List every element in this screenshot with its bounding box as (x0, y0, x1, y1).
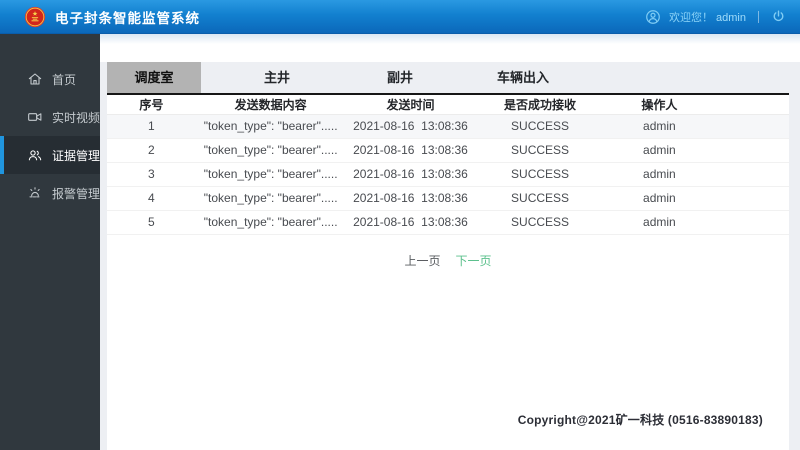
cell-time: 2021-08-16 13:08:36 (345, 162, 476, 187)
sidebar-item-home[interactable]: 首页 (0, 60, 100, 98)
col-header-received: 是否成功接收 (475, 93, 605, 115)
tab-bar: 调度室 主井 副井 车辆出入 (100, 62, 800, 93)
col-header-index: 序号 (107, 93, 196, 115)
cell-received: SUCCESS (475, 186, 605, 211)
pagination: 上一页 下一页 (107, 252, 789, 269)
copyright-notice: Copyright@2021矿一科技 (0516-83890183) (517, 413, 763, 427)
sidebar-item-evidence[interactable]: 证据管理 (0, 136, 100, 174)
evidence-table: 序号 发送数据内容 发送时间 是否成功接收 操作人 1 "token_type"… (107, 93, 789, 235)
cell-index: 1 (107, 114, 196, 139)
tab-auxiliary-shaft[interactable]: 副井 (386, 70, 413, 85)
table-row: 5 "token_type": "bearer"..... 2021-08-16… (107, 210, 789, 235)
content-top-spacer (100, 34, 800, 62)
users-icon (28, 150, 42, 161)
sidebar: 首页 实时视频 证据管理 (0, 34, 100, 450)
video-camera-icon (28, 113, 42, 121)
sidebar-item-live-video[interactable]: 实时视频 (0, 98, 100, 136)
logout-power-button[interactable] (771, 9, 786, 24)
next-page-link[interactable]: 下一页 (455, 253, 492, 268)
table-header-row: 序号 发送数据内容 发送时间 是否成功接收 操作人 (107, 93, 789, 115)
welcome-message: 欢迎您！ admin (668, 11, 746, 24)
cell-operator: admin (604, 114, 714, 139)
cell-index: 2 (107, 138, 196, 163)
table-row: 4 "token_type": "bearer"..... 2021-08-16… (107, 186, 789, 211)
cell-content: "token_type": "bearer"..... (195, 138, 346, 163)
username-label: admin (716, 11, 746, 24)
cell-operator: admin (604, 162, 714, 187)
cell-received: SUCCESS (475, 114, 605, 139)
cell-received: SUCCESS (475, 162, 605, 187)
national-emblem-logo (24, 6, 46, 27)
cell-content: "token_type": "bearer"..... (195, 114, 346, 139)
cell-operator: admin (604, 138, 714, 163)
cell-index: 3 (107, 162, 196, 187)
sidebar-item-label: 实时视频 (52, 110, 101, 125)
left-gutter (100, 93, 107, 450)
sidebar-item-alarm[interactable]: 报警管理 (0, 174, 100, 212)
main-content: 调度室 主井 副井 车辆出入 序号 发送数据内容 发送时间 (100, 34, 800, 450)
power-icon (773, 10, 784, 22)
cell-index: 4 (107, 186, 196, 211)
sidebar-item-label: 报警管理 (52, 186, 101, 201)
cell-index: 5 (107, 210, 196, 235)
col-header-time: 发送时间 (345, 93, 476, 115)
header-divider (758, 10, 759, 23)
sidebar-item-label: 首页 (52, 72, 77, 87)
user-avatar-icon (646, 9, 660, 24)
tab-main-shaft[interactable]: 主井 (263, 70, 290, 85)
col-header-filler (713, 93, 789, 115)
table-row: 1 "token_type": "bearer"..... 2021-08-16… (107, 114, 789, 139)
cell-received: SUCCESS (475, 210, 605, 235)
tab-dispatch-room[interactable]: 调度室 (107, 62, 201, 93)
home-icon (28, 73, 42, 85)
table-row: 2 "token_type": "bearer"..... 2021-08-16… (107, 138, 789, 163)
cell-content: "token_type": "bearer"..... (195, 210, 346, 235)
table-row: 3 "token_type": "bearer"..... 2021-08-16… (107, 162, 789, 187)
cell-time: 2021-08-16 13:08:36 (345, 210, 476, 235)
col-header-operator: 操作人 (604, 93, 714, 115)
cell-operator: admin (604, 186, 714, 211)
cell-received: SUCCESS (475, 138, 605, 163)
cell-time: 2021-08-16 13:08:36 (345, 186, 476, 211)
cell-content: "token_type": "bearer"..... (195, 162, 346, 187)
col-header-content: 发送数据内容 (195, 93, 346, 115)
cell-operator: admin (604, 210, 714, 235)
tab-vehicle-access[interactable]: 车辆出入 (496, 70, 549, 85)
top-bar: 电子封条智能监管系统 欢迎您！ admin (0, 0, 800, 34)
right-gutter (789, 93, 800, 450)
alarm-icon (29, 187, 41, 198)
page-title: 电子封条智能监管系统 (55, 10, 200, 26)
brand: 电子封条智能监管系统 (24, 6, 200, 28)
user-area: 欢迎您！ admin (645, 9, 786, 25)
cell-time: 2021-08-16 13:08:36 (345, 114, 476, 139)
prev-page-link[interactable]: 上一页 (404, 253, 441, 268)
data-panel: 序号 发送数据内容 发送时间 是否成功接收 操作人 1 "token_type"… (107, 93, 789, 450)
cell-content: "token_type": "bearer"..... (195, 186, 346, 211)
sidebar-item-label: 证据管理 (52, 148, 101, 163)
cell-time: 2021-08-16 13:08:36 (345, 138, 476, 163)
